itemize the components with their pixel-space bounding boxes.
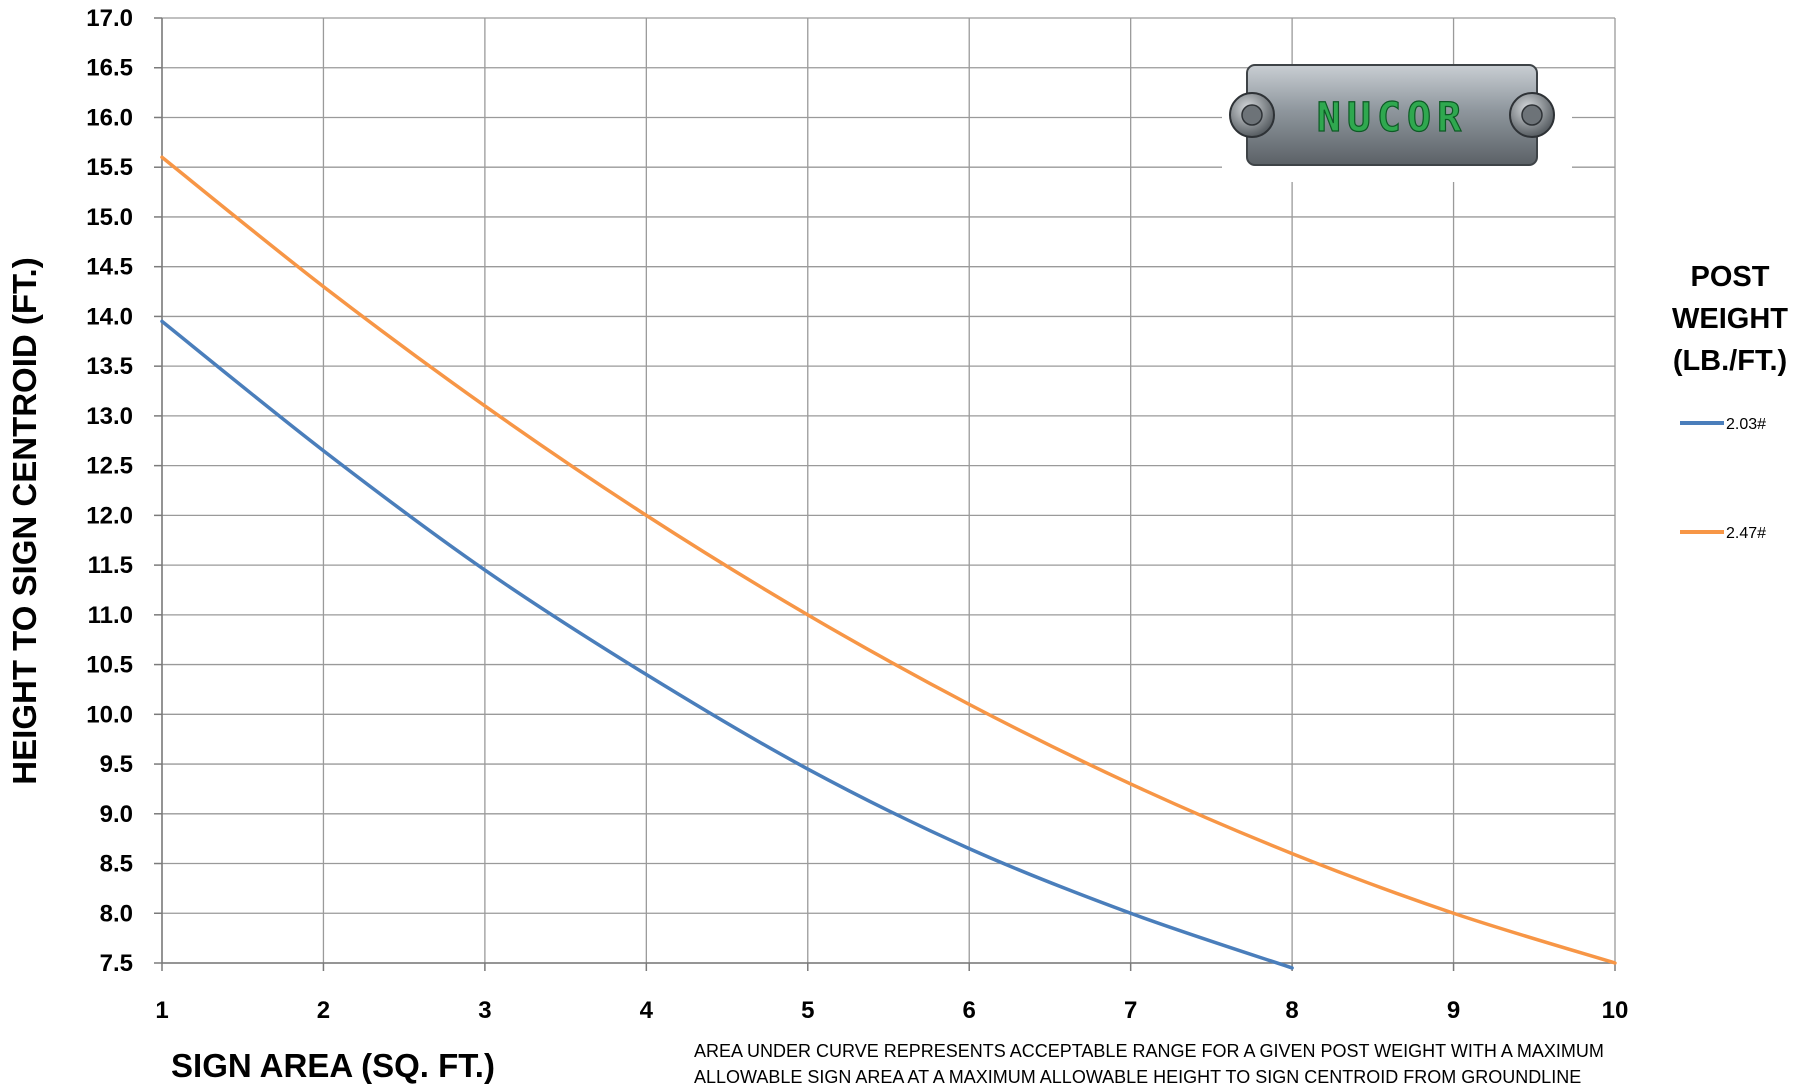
y-tick-label: 13.0: [86, 403, 133, 430]
y-tick-label: 10.5: [86, 652, 133, 679]
legend-entries: 2.03# 2.47#: [1680, 416, 1766, 542]
y-tick-label: 12.0: [86, 502, 133, 529]
series-line-2-47: [160, 155, 1617, 965]
y-tick-label: 9.0: [100, 801, 133, 828]
x-axis-title: SIGN AREA (SQ. FT.): [171, 1047, 495, 1084]
legend-title-line-2: WEIGHT: [1672, 303, 1788, 335]
y-tick-label: 15.5: [86, 154, 133, 181]
y-tick-label: 8.5: [100, 851, 133, 878]
y-tick-label: 10.0: [86, 701, 133, 728]
y-tick-label: 16.0: [86, 104, 133, 131]
y-tick-label: 13.5: [86, 353, 133, 380]
x-tick-label: 10: [1602, 997, 1629, 1024]
y-tick-label: 11.0: [88, 602, 133, 629]
series-line-2-03: [160, 319, 1294, 970]
y-tick-label: 16.5: [86, 55, 133, 82]
chart-note-line-2: ALLOWABLE SIGN AREA AT A MAXIMUM ALLOWAB…: [694, 1067, 1581, 1087]
y-tick-label: 14.0: [86, 303, 133, 330]
x-axis-tick-labels: 1 2 3 4 5 6 7 8 9 10: [155, 997, 1628, 1024]
x-tick-label: 2: [317, 997, 330, 1024]
y-tick-label: 14.5: [86, 254, 133, 281]
y-tick-label: 8.0: [100, 900, 133, 927]
y-tick-label: 12.5: [86, 453, 133, 480]
y-tick-label: 15.0: [86, 204, 133, 231]
x-tick-label: 6: [963, 997, 976, 1024]
legend-label: 2.03#: [1726, 416, 1766, 433]
y-axis-title: HEIGHT TO SIGN CENTROID (FT.): [6, 257, 43, 784]
series-layer: [160, 155, 1617, 970]
legend-label: 2.47#: [1726, 525, 1766, 542]
y-tick-label: 7.5: [100, 950, 133, 977]
legend: POST WEIGHT (LB./FT.) 2.03# 2.47#: [1672, 261, 1788, 542]
nucor-logo: NUCOR: [1222, 64, 1572, 182]
y-axis-tick-labels: 17.0 16.5 16.0 15.5 15.0 14.5 14.0 13.5 13.0 12.5…: [86, 5, 133, 977]
x-tick-label: 9: [1447, 997, 1460, 1024]
chart-note: AREA UNDER CURVE REPRESENTS ACCEPTABLE R…: [694, 1041, 1604, 1087]
y-tick-label: 17.0: [86, 5, 133, 32]
y-tick-label: 9.5: [100, 751, 133, 778]
y-tick-label: 11.5: [88, 552, 133, 579]
chart-note-line-1: AREA UNDER CURVE REPRESENTS ACCEPTABLE R…: [694, 1041, 1604, 1061]
x-tick-label: 7: [1124, 997, 1137, 1024]
x-tick-label: 5: [801, 997, 814, 1024]
legend-title-line-3: (LB./FT.): [1673, 345, 1787, 377]
logo-text: NUCOR: [1317, 95, 1467, 141]
x-tick-label: 1: [155, 997, 168, 1024]
x-tick-label: 4: [640, 997, 654, 1024]
legend-title-line-1: POST: [1691, 261, 1770, 293]
plot-frame: [154, 17, 1616, 971]
x-tick-label: 8: [1285, 997, 1298, 1024]
x-tick-label: 3: [478, 997, 491, 1024]
